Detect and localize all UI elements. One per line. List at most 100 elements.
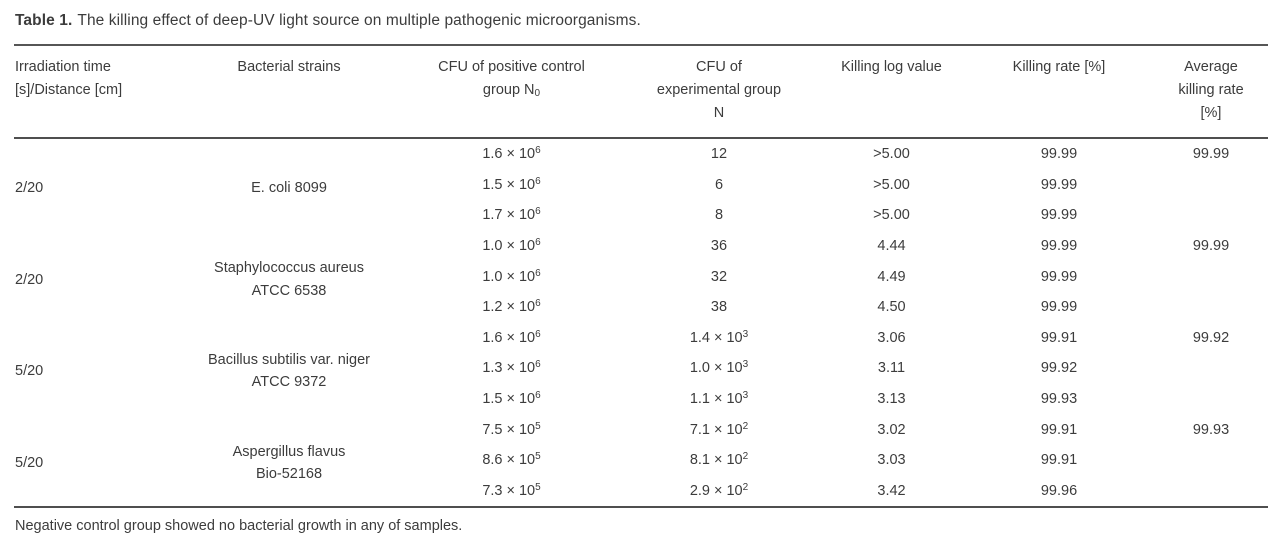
killing-effect-table: Irradiation time [s]/Distance [cm] Bacte…: [14, 44, 1268, 509]
cfu-base: 1.5 × 10: [482, 176, 536, 193]
cfu-exponent: 6: [535, 145, 541, 157]
cfu-exponent: 3: [742, 390, 749, 402]
cell-cfu-positive: 1.0 × 106: [404, 261, 619, 292]
table-caption-text: The killing effect of deep-UV light sour…: [77, 12, 641, 29]
header-line: group N0: [404, 79, 619, 102]
table-row: 2/20 Staphylococcus aureus ATCC 6538 1.0…: [14, 231, 1268, 299]
cell-killing-log-value: 3.11: [877, 360, 906, 377]
header-line: Average: [1184, 59, 1238, 75]
header-n0-text: group N: [482, 82, 535, 98]
cell-killing-log-value: 4.49: [877, 268, 906, 285]
cell-killing-rate: 99.99: [1040, 268, 1078, 285]
header-line: Irradiation time: [15, 59, 111, 75]
strain-name-line1: Staphylococcus aureus: [214, 260, 364, 277]
table-row: 7.3 × 105 2.9 × 102 3.42 99.96: [14, 476, 1268, 508]
cell-killing-log-value: 3.42: [877, 482, 906, 499]
cell-killing-log-value: 3.02: [877, 421, 906, 438]
cfu-exponent: 3: [742, 328, 749, 340]
cfu-exponent: 6: [535, 390, 541, 402]
cell-killing-rate: 99.99: [1040, 207, 1078, 224]
cell-cfu-positive: 1.5 × 106: [404, 384, 619, 415]
cell-cfu-positive: 7.3 × 105: [404, 476, 619, 508]
table-row: 1.3 × 106 1.0 × 103 3.11 99.92: [14, 353, 1268, 384]
cfu-base: 36: [710, 238, 728, 255]
cell-average-killing-rate: [1154, 170, 1268, 201]
cell-cfu-positive: 1.6 × 106: [404, 323, 619, 354]
header-line: N: [713, 105, 725, 121]
table-row: 8.6 × 105 8.1 × 102 3.03 99.91: [14, 445, 1268, 476]
table-caption-label: Table 1.: [15, 12, 73, 29]
header-line: Killing rate [%]: [1012, 59, 1106, 75]
cfu-exponent: 2: [742, 481, 749, 493]
cell-killing-rate: 99.91: [1040, 329, 1078, 346]
cell-bacterial-strain: Aspergillus flavus Bio-52168: [174, 414, 404, 507]
cfu-base: 1.0 × 10: [689, 360, 743, 377]
header-killing-log-value: Killing log value: [819, 44, 964, 139]
cell-cfu-experimental: 1.0 × 103: [619, 353, 819, 384]
cell-cfu-experimental: 1.1 × 103: [619, 384, 819, 415]
table-row: 1.0 × 106 32 4.49 99.99: [14, 261, 1268, 292]
table-row: 1.2 × 106 38 4.50 99.99: [14, 292, 1268, 323]
cfu-base: 6: [714, 176, 724, 193]
cell-average-killing-rate: [1154, 476, 1268, 508]
header-line: Bacterial strains: [237, 59, 341, 75]
header-line: experimental group: [656, 82, 782, 98]
cfu-base: 8.6 × 10: [482, 452, 536, 469]
cell-irradiation-time: 2/20: [15, 271, 44, 288]
cell-cfu-experimental: 8.1 × 102: [619, 445, 819, 476]
cell-killing-rate: 99.96: [1040, 482, 1078, 499]
cell-cfu-positive: 7.5 × 105: [404, 414, 619, 445]
cfu-exponent: 2: [742, 420, 749, 432]
table-row: 5/20 Bacillus subtilis var. niger ATCC 9…: [14, 323, 1268, 390]
header-cfu-positive-control: CFU of positive control group N0: [404, 44, 619, 139]
cell-average-killing-rate: [1154, 353, 1268, 384]
cell-irradiation-time: 5/20: [15, 455, 44, 472]
cfu-base: 1.6 × 10: [482, 329, 536, 346]
strain-name-line1: Bacillus subtilis var. niger: [208, 351, 370, 368]
cell-cfu-positive: 1.6 × 106: [404, 138, 619, 170]
cfu-base: 2.9 × 10: [689, 482, 743, 499]
cfu-exponent: 6: [535, 267, 541, 279]
cell-cfu-experimental: 2.9 × 102: [619, 476, 819, 508]
table-header: Irradiation time [s]/Distance [cm] Bacte…: [14, 44, 1268, 139]
cell-cfu-experimental: 38: [619, 292, 819, 323]
cell-killing-log-value: 3.13: [877, 391, 906, 408]
cell-average-killing-rate: 99.99: [1192, 238, 1230, 255]
cfu-base: 1.5 × 10: [482, 391, 536, 408]
header-line: Killing log value: [841, 59, 942, 75]
cfu-base: 1.2 × 10: [482, 299, 536, 316]
cfu-base: 1.3 × 10: [482, 360, 536, 377]
header-bacterial-strains: Bacterial strains: [174, 44, 404, 139]
header-line: [%]: [1200, 105, 1222, 121]
header-line: CFU of: [696, 59, 742, 75]
cell-average-killing-rate: [1154, 200, 1268, 231]
cell-cfu-positive: 1.3 × 106: [404, 353, 619, 384]
cell-killing-rate: 99.91: [1040, 421, 1078, 438]
cell-killing-rate: 99.91: [1040, 452, 1078, 469]
header-line: killing rate: [1178, 82, 1244, 98]
cell-cfu-positive: 8.6 × 105: [404, 445, 619, 476]
cfu-base: 1.6 × 10: [482, 146, 536, 163]
cell-bacterial-strain: E. coli 8099: [174, 138, 404, 231]
table-row: 1.5 × 106 6 >5.00 99.99: [14, 170, 1268, 201]
cfu-exponent: 6: [535, 237, 541, 249]
table-row: 1.5 × 106 1.1 × 103 3.13 99.93: [14, 384, 1268, 415]
cell-cfu-positive: 1.5 × 106: [404, 170, 619, 201]
cfu-base: 7.5 × 10: [482, 421, 536, 438]
cell-irradiation-time: 5/20: [15, 363, 44, 380]
cfu-exponent: 6: [535, 175, 541, 187]
cfu-base: 1.7 × 10: [482, 207, 536, 224]
cfu-exponent: 6: [535, 359, 541, 371]
cell-killing-log-value: 4.44: [877, 238, 906, 255]
cfu-exponent: 6: [535, 328, 541, 340]
cell-cfu-experimental: 32: [619, 261, 819, 292]
table-footnote: Negative control group showed no bacteri…: [15, 518, 463, 535]
header-line: [s]/Distance [cm]: [15, 82, 123, 98]
cell-killing-log-value: 4.50: [877, 299, 906, 316]
table-row: 1.7 × 106 8 >5.00 99.99: [14, 200, 1268, 231]
cell-killing-rate: 99.99: [1040, 299, 1078, 316]
cell-cfu-positive: 1.0 × 106: [404, 231, 619, 262]
cfu-base: 7.3 × 10: [482, 482, 536, 499]
cfu-exponent: 3: [742, 359, 749, 371]
